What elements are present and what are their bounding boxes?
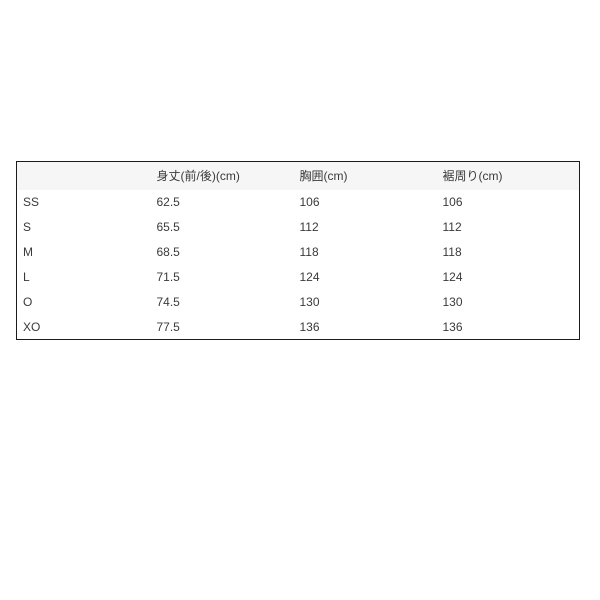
body-length-cell: 77.5 xyxy=(156,319,180,334)
column-header-chest: 胸囲(cm) xyxy=(299,169,348,184)
body-length-cell: 65.5 xyxy=(156,220,180,234)
chest-cell: 130 xyxy=(299,295,320,309)
chest-cell: 118 xyxy=(299,245,319,259)
table-row: XO 77.5 136 136 xyxy=(16,314,580,340)
table-row: SS 62.5 106 106 xyxy=(16,189,580,215)
hem-cell: 112 xyxy=(442,220,462,234)
table-row: O 74.5 130 130 xyxy=(16,289,580,315)
size-chart-header-row: 身丈(前/後)(cm) 胸囲(cm) 裾周り(cm) xyxy=(16,161,580,190)
chest-cell: 106 xyxy=(299,195,320,209)
hem-cell: 118 xyxy=(442,245,462,259)
size-cell: S xyxy=(23,220,32,234)
hem-cell: 130 xyxy=(442,295,463,309)
size-cell: XO xyxy=(23,319,41,334)
table-row: S 65.5 112 112 xyxy=(16,214,580,240)
chest-cell: 136 xyxy=(299,319,320,334)
size-chart-table: 身丈(前/後)(cm) 胸囲(cm) 裾周り(cm) SS 62.5 106 1… xyxy=(16,161,580,340)
table-row: L 71.5 124 124 xyxy=(16,264,580,290)
size-cell: SS xyxy=(23,195,40,209)
table-row: M 68.5 118 118 xyxy=(16,239,580,265)
hem-cell: 124 xyxy=(442,270,463,284)
hem-cell: 136 xyxy=(442,319,463,334)
body-length-cell: 68.5 xyxy=(156,245,180,259)
body-length-cell: 74.5 xyxy=(156,295,180,309)
column-header-hem: 裾周り(cm) xyxy=(442,169,503,184)
column-header-body-length: 身丈(前/後)(cm) xyxy=(156,169,240,184)
size-cell: L xyxy=(23,270,30,284)
body-length-cell: 71.5 xyxy=(156,270,180,284)
body-length-cell: 62.5 xyxy=(156,195,180,209)
size-cell: O xyxy=(23,295,33,309)
hem-cell: 106 xyxy=(442,195,463,209)
chest-cell: 124 xyxy=(299,270,320,284)
chest-cell: 112 xyxy=(299,220,319,234)
column-header-size xyxy=(17,162,151,190)
size-cell: M xyxy=(23,245,33,259)
